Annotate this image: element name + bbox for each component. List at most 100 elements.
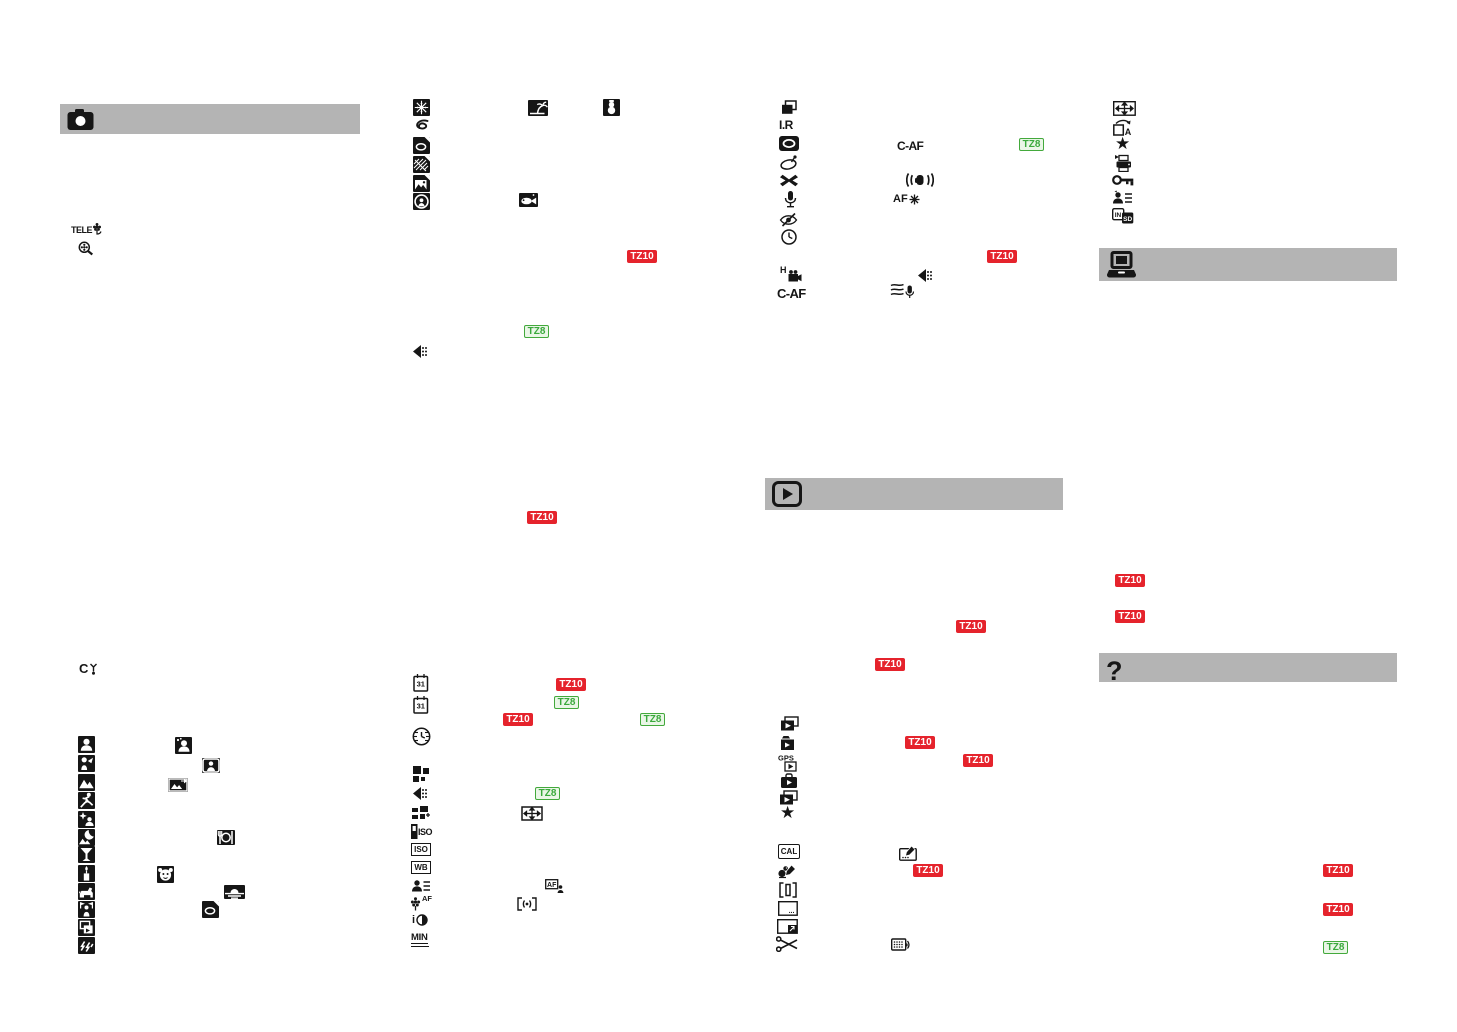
dpof-print-icon [1113,154,1132,172]
tz10-badge: TZ10 [556,678,586,691]
quality-arrow-icon [918,269,932,282]
tz8-badge: TZ8 [535,787,560,800]
section-header-playback [765,478,1063,510]
section-header-qa: ? [1099,653,1397,686]
tz8-badge: TZ8 [640,713,665,726]
copy-in-sd-icon: IN SD [1112,208,1134,224]
party-icon [78,846,95,863]
tz10-badge: TZ10 [987,250,1017,263]
continuous-af-icon: C-AF [777,286,806,301]
baby-icon [157,866,174,883]
pin-hole-icon [202,901,219,918]
tz10-badge: TZ10 [913,864,943,877]
slideshow-icon [780,716,799,731]
svg-text:IN: IN [1115,212,1122,219]
section-header-connecting [1099,248,1397,281]
category-play-icon [780,736,798,751]
wind-cut-icon [890,281,915,300]
underwater-icon [519,193,538,207]
rotate-a-icon: A [1113,119,1133,136]
high-sensitivity-icon [78,901,95,918]
photo-frame-icon [413,193,430,210]
red-eye-icon [779,212,798,227]
portrait-icon [78,736,95,753]
scissors-divide-icon [776,936,798,952]
text-stamp-icon [777,863,798,880]
tz8-badge: TZ8 [524,325,549,338]
hi-speed-burst-icon [78,919,95,936]
svg-text:31: 31 [417,702,425,711]
aspect-blocks-icon [412,806,430,821]
tz10-badge: TZ10 [956,620,986,633]
af-assist-lamp-icon: AF [893,193,920,205]
pet-icon [78,883,95,900]
face-recognition-icon [411,878,431,894]
macro-zoom-icon [78,241,94,257]
high-dynamic-icon [413,175,430,192]
svg-text:31: 31 [417,680,425,689]
beach-icon [528,100,548,116]
svg-text:SD: SD [1123,216,1132,223]
tz8-badge: TZ8 [554,696,579,709]
microphone-icon [784,191,797,209]
calendar-cal-icon: CAL [778,844,800,859]
af-macro-icon: AF [410,894,432,911]
tz10-badge: TZ10 [1323,903,1353,916]
travel-play-icon [780,773,798,789]
clipboard-icon [780,155,798,170]
snow-icon [603,99,620,116]
tz8-badge: TZ8 [1019,138,1044,151]
iso-limit-icon: ISO [411,824,433,840]
night-portrait-icon [78,811,95,828]
section-header-recording [60,104,360,134]
tz10-badge: TZ10 [905,736,935,749]
resize-split-icon [779,882,797,898]
svg-text:...: ... [789,908,795,915]
spot-af-icon [517,897,537,911]
scenery-icon [78,774,95,791]
fireworks-icon [413,99,430,116]
clock-icon [781,229,797,245]
night-scenery-icon [78,829,95,846]
laptop-icon [1106,250,1137,279]
quality-arrow-icon [413,787,427,800]
food-icon [217,830,235,845]
favorite-play-icon [779,790,798,805]
svg-text:AF: AF [547,882,557,889]
picture-size-icon [413,766,430,782]
world-clock-icon [412,727,431,746]
gps-play-icon: GPS [778,753,799,772]
svg-text:GPS: GPS [778,754,794,763]
tz10-badge: TZ10 [1323,864,1353,877]
transform-icon [78,755,95,772]
title-edit-icon [899,846,920,861]
crop-resize-icon [521,806,543,821]
film-grain-icon [413,156,430,173]
playback-icon [772,481,802,507]
flash-burst-icon [78,937,95,954]
tele-macro-icon: TELE [71,223,104,236]
stabilizer-icon [906,172,934,188]
tz10-badge: TZ10 [1115,574,1145,587]
burst-icon [781,100,797,115]
custom-mode-icon: C [79,661,98,676]
svg-text:A: A [1125,127,1132,136]
frame-dots-icon: ... [778,901,798,916]
self-portrait-icon [202,758,220,773]
trimming-icon [777,919,798,934]
favorite-star-icon: ★ [1115,134,1131,153]
sunset-icon [224,885,245,899]
favorite-star-icon: ★ [780,803,796,822]
tz10-badge: TZ10 [503,713,533,726]
tz10-badge: TZ10 [875,658,905,671]
tz10-badge: TZ10 [527,511,557,524]
intelligent-resolution-icon: I.R [779,118,793,132]
min-shutter-icon: MIN [411,932,429,947]
question-mark-icon: ? [1106,655,1123,686]
candle-icon [78,865,95,882]
panorama-assist-icon [168,778,188,792]
sports-icon [78,792,95,809]
af-tracking-icon: AF [545,879,565,893]
pin-hole-scene-icon [413,137,430,154]
rec-mode-icon: H [780,265,802,282]
